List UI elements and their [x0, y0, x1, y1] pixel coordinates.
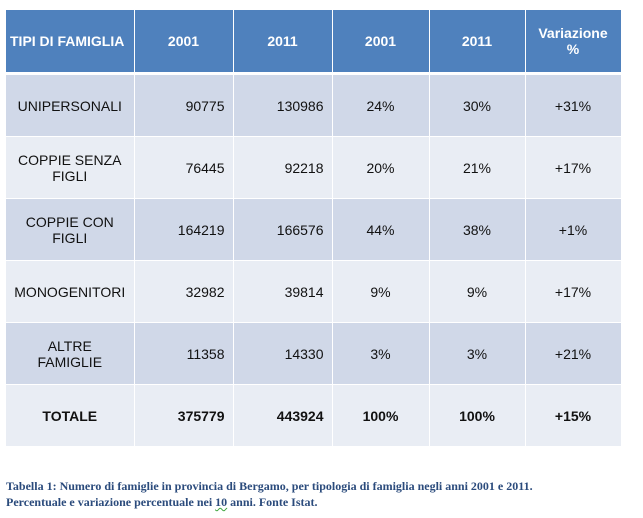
family-type-cell: MONOGENITORI: [6, 260, 135, 323]
total-count-2011-cell: 443924: [233, 384, 333, 447]
percent-2011-cell: 9%: [429, 260, 526, 323]
header-percent-2011: 2011: [429, 10, 526, 75]
header-percent-2001: 2001: [332, 10, 430, 75]
total-percent-2011-cell: 100%: [429, 384, 526, 447]
table-row: COPPIE CON FIGLI 164219 166576 44% 38% +…: [6, 198, 622, 261]
count-2001-cell: 32982: [134, 260, 234, 323]
table-total-row: TOTALE 375779 443924 100% 100% +15%: [6, 384, 622, 447]
percent-2011-cell: 30%: [429, 73, 526, 137]
total-percent-2001-cell: 100%: [332, 384, 430, 447]
header-family-type: TIPI DI FAMIGLIA: [6, 10, 135, 75]
header-count-2011: 2011: [233, 10, 333, 75]
header-variation: Variazione %: [525, 10, 622, 75]
count-2011-cell: 92218: [233, 136, 333, 199]
table-row: MONOGENITORI 32982 39814 9% 9% +17%: [6, 260, 622, 323]
table-caption: Tabella 1: Numero di famiglie in provinc…: [6, 478, 626, 510]
family-type-cell: COPPIE CON FIGLI: [6, 198, 135, 261]
count-2011-cell: 166576: [233, 198, 333, 261]
percent-2011-cell: 38%: [429, 198, 526, 261]
caption-line-1: Tabella 1: Numero di famiglie in provinc…: [6, 479, 533, 493]
family-type-cell: COPPIE SENZA FIGLI: [6, 136, 135, 199]
caption-marked-word: 10: [215, 495, 228, 509]
percent-2001-cell: 3%: [332, 322, 430, 385]
count-2011-cell: 39814: [233, 260, 333, 323]
caption-line-2-end: anni. Fonte Istat.: [227, 495, 318, 509]
variation-cell: +1%: [525, 198, 622, 261]
caption-line-2-start: Percentuale e variazione percentuale nei: [6, 495, 216, 509]
percent-2001-cell: 9%: [332, 260, 430, 323]
count-2011-cell: 14330: [233, 322, 333, 385]
table-row: COPPIE SENZA FIGLI 76445 92218 20% 21% +…: [6, 136, 622, 199]
variation-cell: +31%: [525, 73, 622, 137]
caption-line-2: Percentuale e variazione percentuale nei…: [6, 494, 626, 510]
count-2001-cell: 90775: [134, 73, 234, 137]
table-row: ALTRE FAMIGLIE 11358 14330 3% 3% +21%: [6, 322, 622, 385]
total-label-cell: TOTALE: [6, 384, 135, 447]
percent-2001-cell: 44%: [332, 198, 430, 261]
percent-2001-cell: 24%: [332, 73, 430, 137]
percent-2011-cell: 3%: [429, 322, 526, 385]
variation-cell: +17%: [525, 136, 622, 199]
count-2001-cell: 76445: [134, 136, 234, 199]
count-2011-cell: 130986: [233, 73, 333, 137]
variation-cell: +17%: [525, 260, 622, 323]
table-header-row: TIPI DI FAMIGLIA 2001 2011 2001 2011 Var…: [6, 10, 622, 75]
families-table: TIPI DI FAMIGLIA 2001 2011 2001 2011 Var…: [6, 10, 622, 447]
family-type-cell: UNIPERSONALI: [6, 73, 135, 137]
percent-2001-cell: 20%: [332, 136, 430, 199]
total-count-2001-cell: 375779: [134, 384, 234, 447]
total-variation-cell: +15%: [525, 384, 622, 447]
count-2001-cell: 164219: [134, 198, 234, 261]
family-type-cell: ALTRE FAMIGLIE: [6, 322, 135, 385]
header-count-2001: 2001: [134, 10, 234, 75]
count-2001-cell: 11358: [134, 322, 234, 385]
percent-2011-cell: 21%: [429, 136, 526, 199]
variation-cell: +21%: [525, 322, 622, 385]
table-row: UNIPERSONALI 90775 130986 24% 30% +31%: [6, 73, 622, 137]
